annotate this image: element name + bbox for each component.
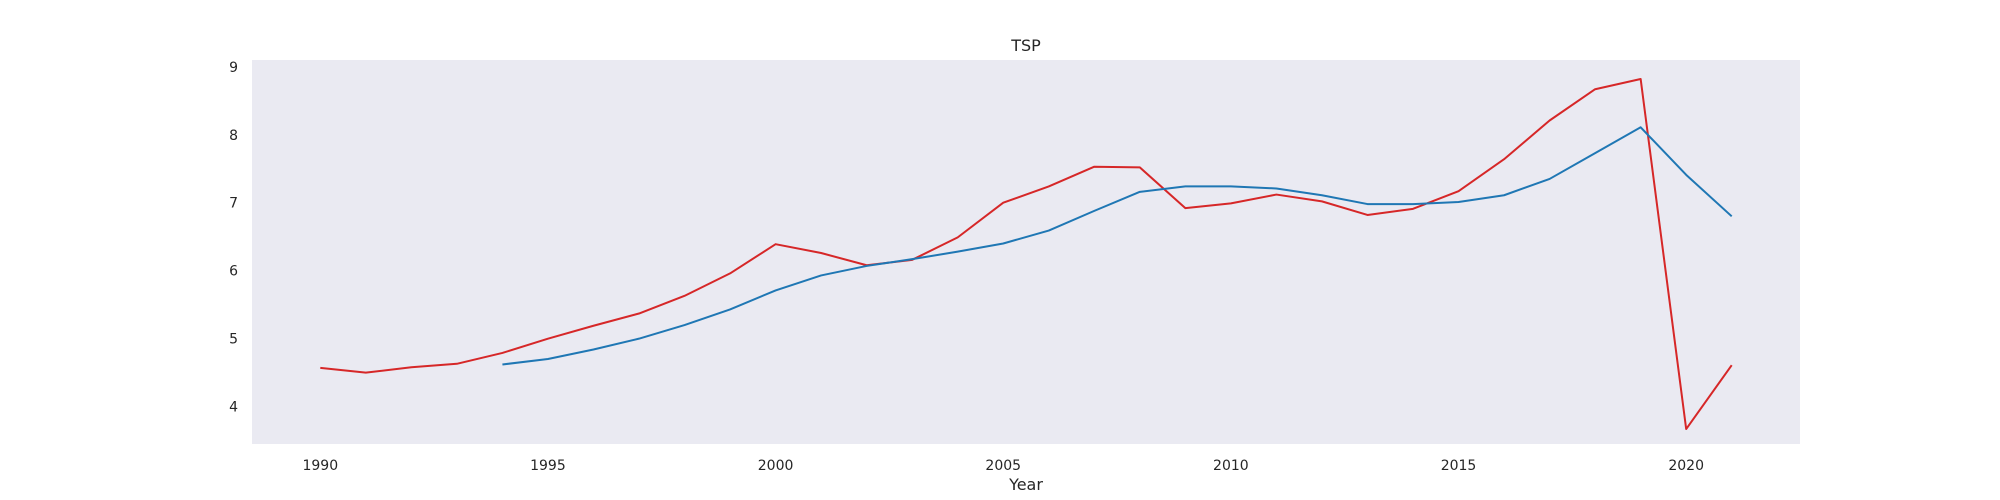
series-group [320, 78, 1733, 431]
x-tick-label-2000: 2000 [758, 458, 794, 474]
y-tick-labels: 4 5 6 7 8 9 [229, 60, 238, 416]
x-tick-label-2010: 2010 [1213, 458, 1249, 474]
x-axis-label: Year [1008, 475, 1043, 494]
y-tick-label-5: 5 [229, 332, 238, 348]
y-tick-label-7: 7 [229, 196, 238, 212]
x-tick-label-2015: 2015 [1441, 458, 1477, 474]
x-tick-label-2005: 2005 [985, 458, 1021, 474]
x-tick-label-2020: 2020 [1668, 458, 1704, 474]
x-tick-label-1990: 1990 [302, 458, 338, 474]
y-tick-label-8: 8 [229, 128, 238, 144]
plot-area [252, 60, 1800, 444]
x-tick-label-1995: 1995 [530, 458, 566, 474]
y-tick-label-6: 6 [229, 264, 238, 280]
series-line-2 [502, 126, 1733, 366]
chart-title: TSP [1010, 36, 1041, 55]
x-tick-labels: 1990 1995 2000 2005 2010 2015 2020 [302, 458, 1704, 474]
series-line-1 [320, 78, 1733, 431]
y-tick-label-9: 9 [229, 60, 238, 76]
y-tick-label-4: 4 [229, 400, 238, 416]
